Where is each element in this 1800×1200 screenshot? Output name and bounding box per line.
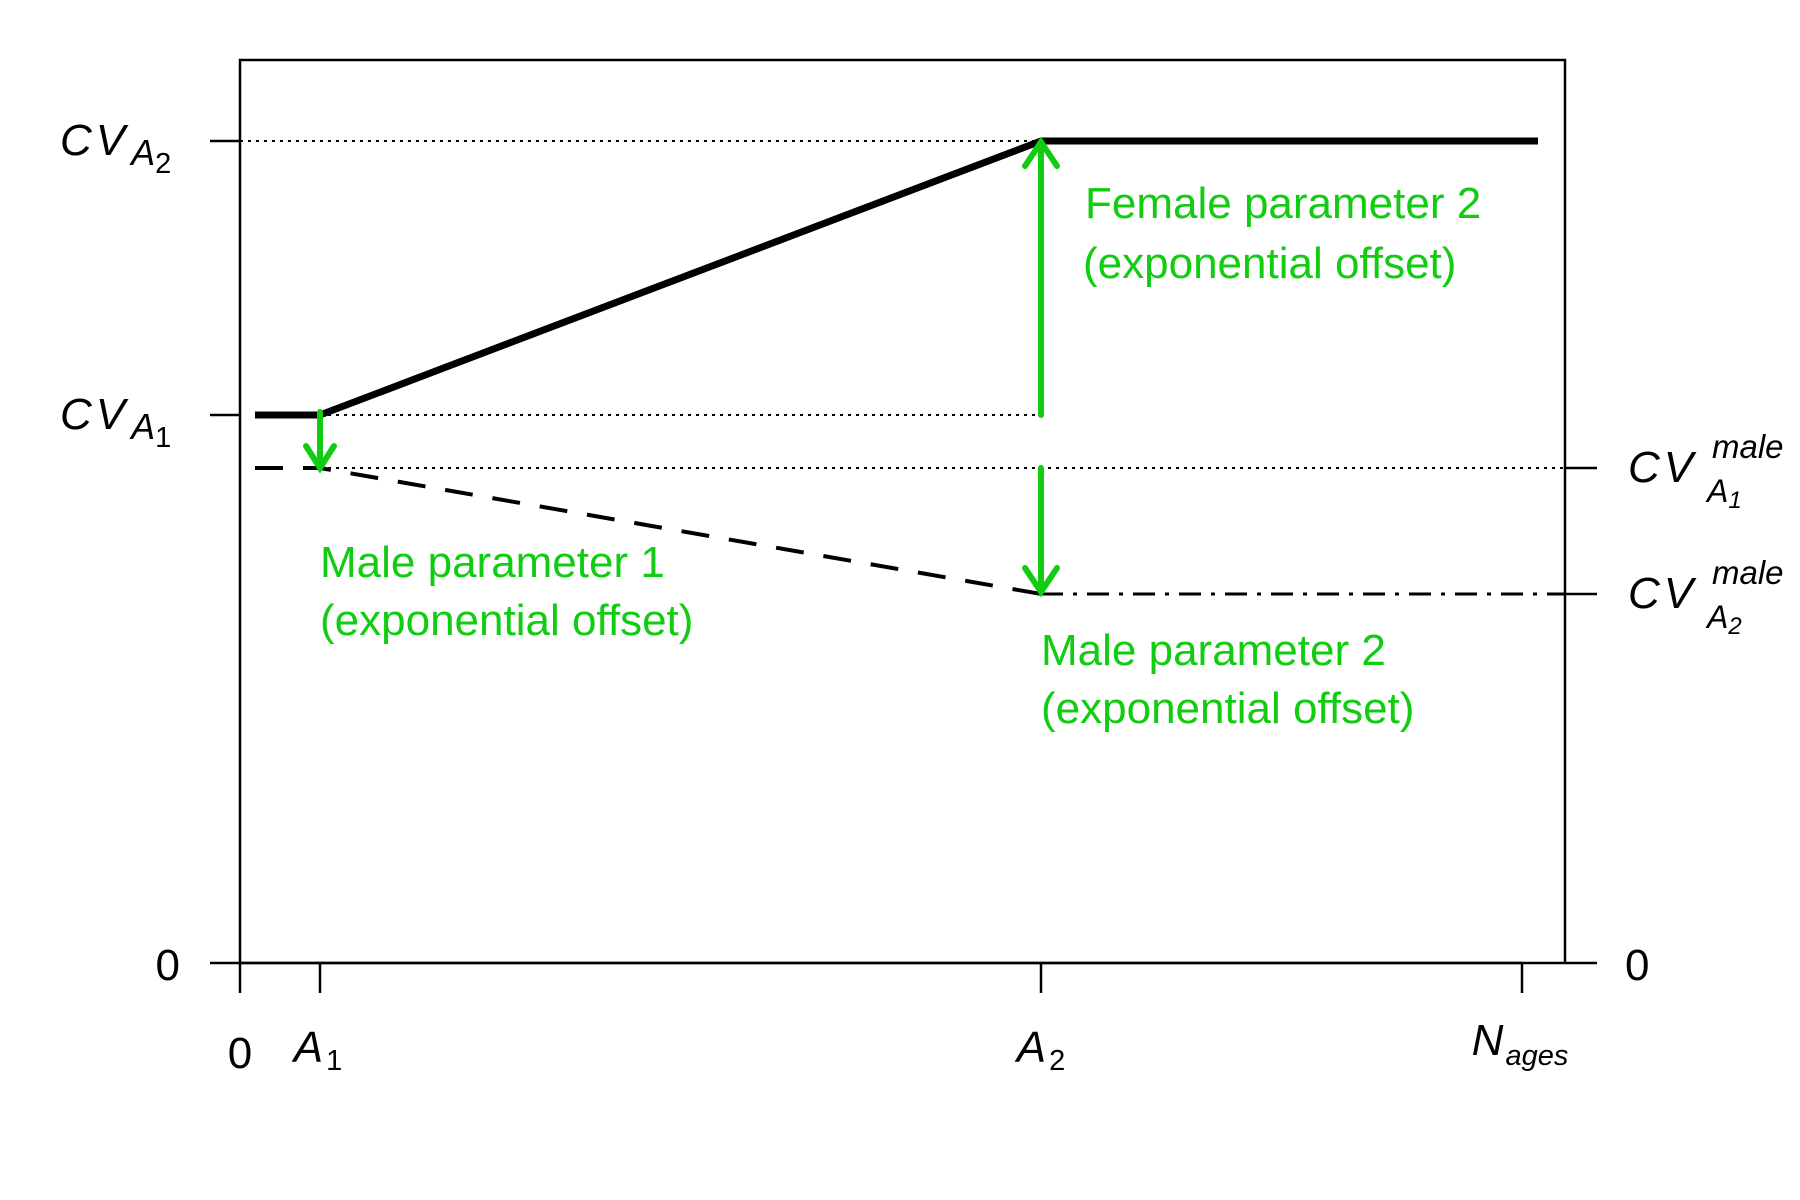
x-tick-label-zero: 0	[228, 1029, 252, 1078]
x-axis	[238, 961, 1524, 993]
svg-text:CV: CV	[1628, 443, 1697, 492]
svg-text:(exponential offset): (exponential offset)	[1041, 684, 1414, 733]
svg-text:male: male	[1712, 554, 1784, 591]
svg-text:(exponential offset): (exponential offset)	[1083, 239, 1456, 288]
male-param1-annotation: Male parameter 1 (exponential offset)	[320, 538, 693, 645]
svg-text:Male parameter 1: Male parameter 1	[320, 538, 665, 587]
svg-text:Female parameter 2: Female parameter 2	[1085, 179, 1481, 228]
y-right-tick-label-zero: 0	[1625, 941, 1649, 990]
svg-text:(exponential offset): (exponential offset)	[320, 596, 693, 645]
male-param2-annotation: Male parameter 2 (exponential offset)	[1041, 626, 1414, 733]
male-param1-arrow	[303, 409, 337, 474]
offset-arrows	[303, 136, 1060, 598]
svg-text:male: male	[1712, 428, 1784, 465]
female-param2-arrow	[1022, 136, 1060, 418]
y-left-tick-label-cva1: CVA1	[60, 390, 171, 454]
svg-text:CV: CV	[1628, 569, 1697, 618]
female-param2-annotation: Female parameter 2 (exponential offset)	[1083, 179, 1481, 288]
y-axis-right	[1565, 466, 1597, 965]
y-right-tick-label-male-a1: CV male A1	[1628, 428, 1784, 514]
y-left-tick-label-zero: 0	[156, 941, 180, 990]
x-tick-label-nages: Nages	[1472, 1016, 1569, 1072]
svg-text:Male parameter 2: Male parameter 2	[1041, 626, 1386, 675]
y-right-tick-label-male-a2: CV male A2	[1628, 554, 1784, 640]
y-axis-left	[210, 139, 240, 965]
y-left-tick-label-cva2: CVA2	[60, 116, 171, 180]
female-cv-curve	[255, 137, 1538, 419]
svg-text:A1: A1	[1705, 473, 1742, 514]
male-param2-arrow	[1022, 465, 1060, 598]
reference-lines	[240, 140, 1565, 469]
svg-text:A2: A2	[1705, 599, 1742, 640]
